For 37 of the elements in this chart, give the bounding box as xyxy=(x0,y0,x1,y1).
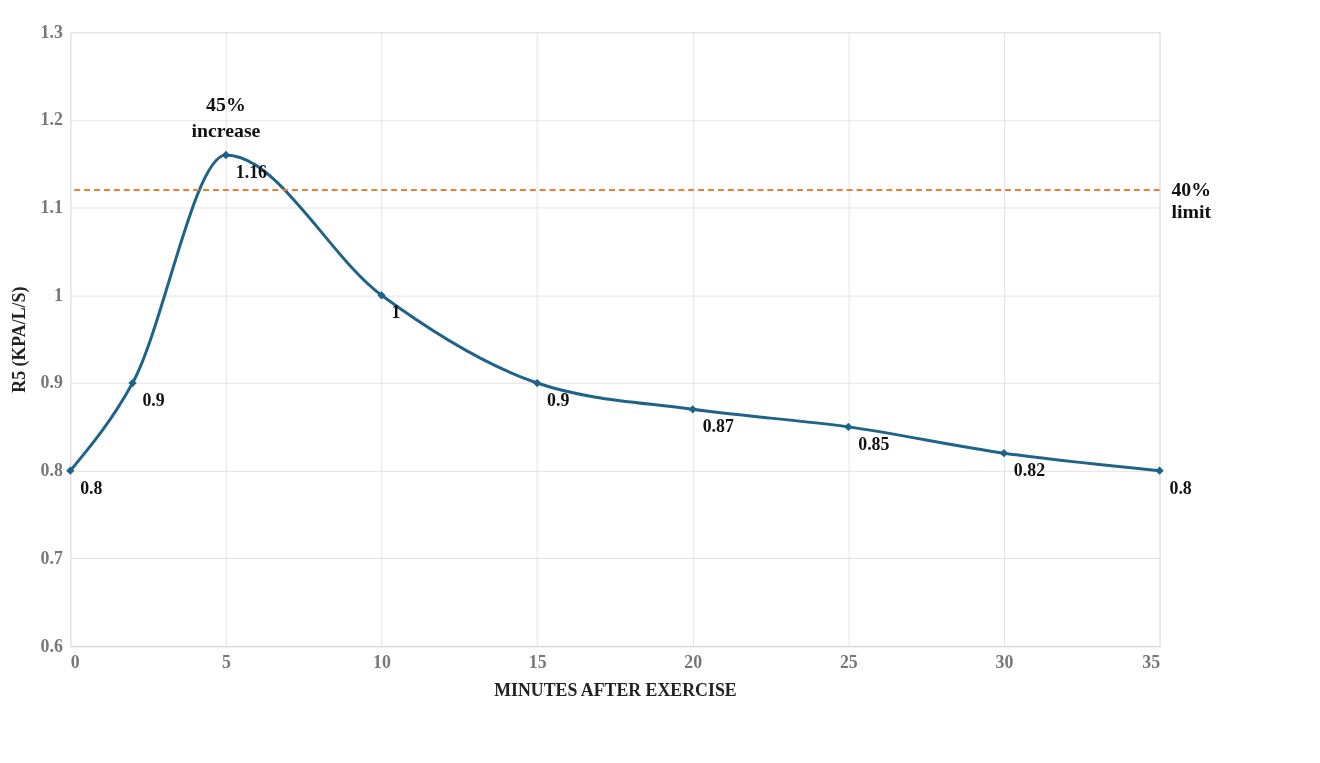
point xyxy=(999,449,1009,458)
data-label: 0.9 xyxy=(547,389,570,410)
y-tick-label: 1.2 xyxy=(40,109,63,130)
point xyxy=(688,405,697,414)
x-axis-title: MINUTES AFTER EXERCISE xyxy=(494,680,737,701)
data-label: 0.82 xyxy=(1013,459,1046,480)
y-tick-label: 0.7 xyxy=(40,547,63,568)
point xyxy=(533,378,542,388)
x-tick-label: 30 xyxy=(995,652,1014,673)
x-tick-label: 10 xyxy=(373,652,392,673)
x-tick-label: 0 xyxy=(70,652,80,673)
x-tick-label: 35 xyxy=(1142,652,1161,673)
x-tick-label: 20 xyxy=(684,652,703,673)
data-label: 0.8 xyxy=(80,477,103,498)
y-tick-label: 1.3 xyxy=(40,21,63,42)
data-label: 1 xyxy=(391,302,401,323)
y-tick-label: 0.6 xyxy=(40,635,63,656)
point xyxy=(1155,466,1164,475)
data-label: 1.16 xyxy=(235,161,268,182)
x-tick-label: 25 xyxy=(839,652,858,673)
y-tick-label: 0.8 xyxy=(40,460,63,481)
data-label: 0.85 xyxy=(858,433,890,454)
y-tick-label: 0.9 xyxy=(40,372,63,393)
point xyxy=(844,422,853,432)
x-tick-label: 5 xyxy=(221,652,231,673)
point xyxy=(128,378,137,388)
annotation: 45% increase xyxy=(191,93,261,142)
y-tick-label: 1 xyxy=(53,284,63,305)
y-tick-label: 1.1 xyxy=(40,197,63,218)
point xyxy=(377,291,386,300)
data-label: 0.8 xyxy=(1169,477,1192,498)
data-label: 0.9 xyxy=(142,389,165,410)
data-label: 0.87 xyxy=(702,416,734,437)
ref-line-label: 40% limit xyxy=(1171,178,1212,222)
y-axis-title: R5 (KPA/L/S) xyxy=(8,286,30,393)
point xyxy=(66,466,75,475)
x-tick-label: 15 xyxy=(528,652,547,673)
